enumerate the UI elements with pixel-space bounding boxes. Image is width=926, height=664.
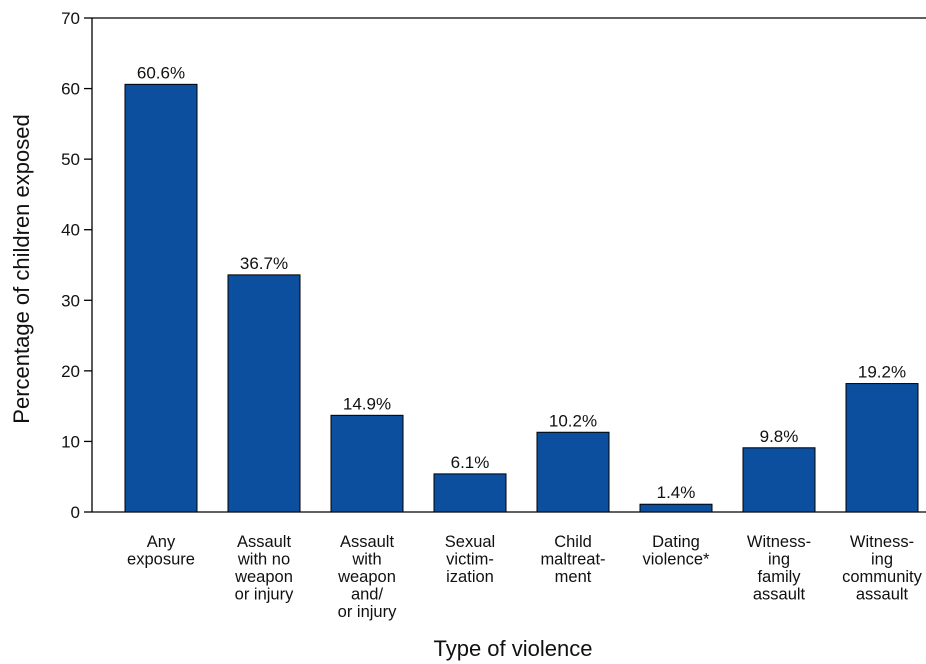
category-label-line: maltreat- [540,551,605,569]
data-label: 36.7% [240,254,288,273]
category-label-line: weapon [337,568,396,586]
category-label-line: community [842,568,923,586]
bar [124,83,198,513]
data-label: 1.4% [657,483,696,502]
category-label: Witness-ing community assault [842,533,923,604]
category-label: Child maltreat-ment [540,533,605,586]
category-label: Sexual victim-ization [445,533,495,586]
bar [227,274,301,513]
category-label-line: or injury [235,586,294,604]
y-tick-label: 40 [61,221,80,240]
data-label: 9.8% [760,427,799,446]
category-label: Witness-ing family assault [747,533,811,604]
category-label-line: ment [555,568,592,586]
category-label: Dating violence* [643,533,711,569]
bar [742,447,816,513]
y-tick-label: 10 [61,432,80,451]
bars [124,83,919,513]
y-tick-label: 30 [61,291,80,310]
category-label-line: Assault [237,533,292,551]
category-label-line: violence* [643,551,711,569]
bar [639,503,713,513]
category-label: Assault with no weapon or injury [234,533,294,604]
category-label-line: assault [856,586,909,604]
category-label-line: Assault [340,533,395,551]
category-label-line: ization [446,568,494,586]
category-label-line: Child [554,533,592,551]
bar [845,383,919,513]
y-axis-ticks: 0 10 20 30 40 50 60 70 [61,9,92,522]
category-label-line: Witness- [850,533,914,551]
axes [91,17,926,513]
category-label-line: ing [768,551,790,569]
data-label: 60.6% [137,63,185,82]
category-label-line: Witness- [747,533,811,551]
category-label-line: with [351,551,381,569]
category-label-line: and/ [351,586,384,604]
y-axis-title: Percentage of children exposed [9,114,34,423]
category-label-line: with no [237,551,290,569]
data-label: 6.1% [451,453,490,472]
y-tick-label: 60 [61,80,80,99]
y-tick-label: 20 [61,362,80,381]
category-label: Any exposure [127,533,195,569]
category-label: Assault with weapon and/or injury [337,533,397,621]
bar [536,431,610,513]
category-label-line: ing [871,551,893,569]
category-label-line: assault [753,586,806,604]
data-label: 19.2% [858,363,906,382]
category-label-line: Sexual [445,533,495,551]
category-label-line: Dating [652,533,700,551]
category-label-line: family [757,568,801,586]
data-labels: 60.6% 36.7% 14.9% 6.1% 10.2% 1.4% 9.8% 19.2% [137,63,906,502]
category-label-line: or injury [338,603,397,621]
category-label-line: Any [147,533,176,551]
category-label-line: victim- [446,551,494,569]
category-label-line: weapon [234,568,293,586]
x-axis-title: Type of violence [434,636,593,661]
data-label: 14.9% [343,394,391,413]
bar [330,414,404,513]
bar [433,473,507,513]
y-tick-label: 70 [61,9,80,28]
category-label-line: exposure [127,551,195,569]
y-tick-label: 50 [61,150,80,169]
y-tick-label: 0 [71,503,80,522]
data-label: 10.2% [549,411,597,430]
